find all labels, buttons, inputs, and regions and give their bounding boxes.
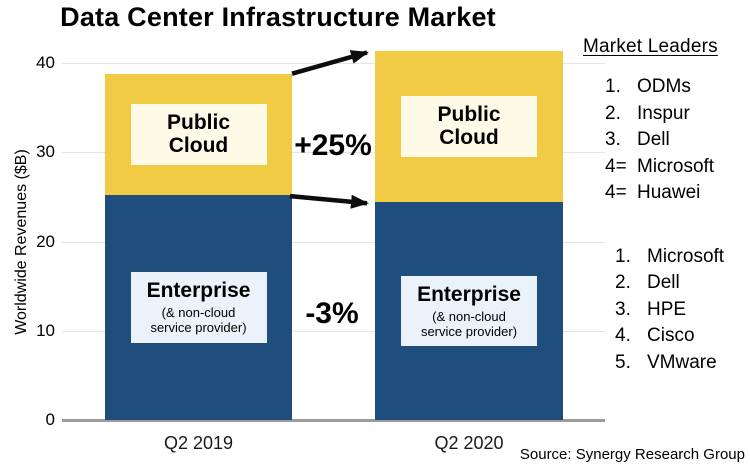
segment-name: Public Cloud [437, 102, 501, 150]
enterprise-leader-item-4: 4. Cisco [615, 323, 749, 350]
segment-label: Public Cloud [130, 103, 267, 165]
y-tick-label-20: 20 [36, 231, 55, 251]
leader-rank: 1. [615, 245, 631, 267]
enterprise-leader-item-5: 5. VMware [615, 350, 749, 377]
leader-rank: 4. [615, 325, 631, 346]
leader-rank: 5. [615, 351, 631, 373]
leader-name: Cisco [647, 325, 695, 346]
segment-name: Enterprise [146, 279, 251, 303]
segment-name: Public Cloud [166, 110, 230, 158]
leader-name: VMware [647, 351, 717, 373]
leader-rank: 2. [605, 102, 621, 124]
gridline-30 [62, 152, 605, 154]
y-tick-label-40: 40 [36, 53, 55, 72]
leader-rank: 3. [605, 129, 621, 150]
leader-rank: 3. [615, 298, 631, 320]
cloud-leader-item-2: 2. Inspur [605, 101, 749, 128]
public-cloud-growth-label: +25% [294, 129, 372, 162]
leader-rank: 2. [615, 272, 631, 293]
x-tick-label-q2-2019: Q2 2019 [163, 433, 234, 453]
segment-sublabel: (& non-cloud service provider) [420, 308, 518, 339]
leader-rank: 4= [605, 182, 627, 203]
segment-sublabel: (& non-cloud service provider) [150, 304, 247, 336]
gridline-20 [62, 241, 605, 243]
cloud-leaders-list: 1. ODMs 2. Inspur 3. Dell 4= Microsoft 4= Huawei [583, 74, 749, 207]
gridline-10 [62, 330, 605, 332]
leader-name: Huawei [637, 182, 701, 203]
leader-name: Microsoft [637, 155, 715, 177]
bar-segment-enterprise-q2-2020: Enterprise (& non-cloud service provider) [375, 202, 563, 420]
y-tick-label-30: 30 [36, 142, 55, 162]
chart-title: Data Center Infrastructure Market [60, 2, 496, 32]
segment-label: Public Cloud [401, 95, 537, 157]
leader-rank: 4= [605, 155, 627, 177]
cloud-leader-item-5: 4= Huawei [605, 180, 749, 207]
leader-name: ODMs [637, 76, 691, 97]
market-leaders-heading: Market Leaders [583, 36, 718, 57]
leader-name: Microsoft [647, 245, 725, 267]
cloud-leader-item-4: 4= Microsoft [605, 154, 749, 181]
leader-rank: 1. [605, 76, 621, 97]
leader-name: Dell [647, 272, 680, 293]
enterprise-leader-item-2: 2. Dell [615, 270, 749, 297]
bar-segment-public-cloud-q2-2019: Public Cloud [105, 73, 292, 196]
segment-name: Enterprise [417, 283, 521, 307]
bar-segment-public-cloud-q2-2020: Public Cloud [375, 50, 563, 203]
bar-segment-enterprise-q2-2019: Enterprise (& non-cloud service provider) [105, 195, 292, 420]
y-tick-label-10: 10 [36, 320, 55, 340]
segment-label: Enterprise (& non-cloud service provider) [130, 272, 267, 343]
cloud-leader-item-3: 3. Dell [605, 127, 749, 154]
cloud-leader-item-1: 1. ODMs [605, 74, 749, 101]
x-tick-label-q2-2020: Q2 2020 [434, 433, 504, 453]
market-leaders-panel: Market Leaders 1. ODMs 2. Inspur 3. Dell 4= Mic… [583, 36, 749, 376]
x-axis-line [62, 419, 605, 422]
enterprise-leaders-list: 1. Microsoft 2. Dell 3. HPE 4. Cisco 5. VMware [583, 244, 749, 377]
leader-name: Dell [637, 129, 670, 150]
leader-name: HPE [647, 298, 687, 320]
enterprise-decline-label: -3% [305, 297, 359, 330]
leader-name: Inspur [637, 102, 690, 124]
source-credit: Source: Synergy Research Group [519, 446, 745, 463]
enterprise-leader-item-1: 1. Microsoft [615, 244, 749, 271]
segment-label: Enterprise (& non-cloud service provider) [401, 276, 537, 347]
y-tick-label-0: 0 [45, 410, 55, 429]
enterprise-leader-item-3: 3. HPE [615, 297, 749, 324]
